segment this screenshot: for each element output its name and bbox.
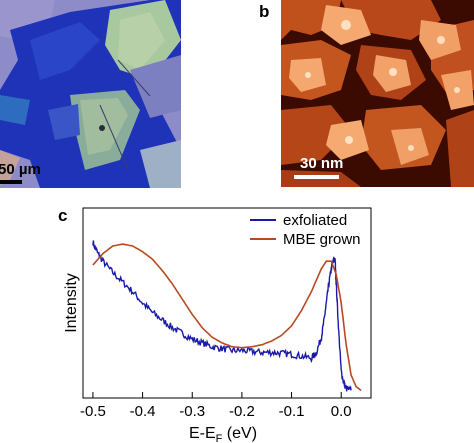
x-tick-label: -0.2 <box>229 403 255 420</box>
legend: exfoliated MBE grown <box>250 212 361 248</box>
scale-bar-a <box>0 180 22 184</box>
stm-islands <box>281 0 474 187</box>
x-axis-label: E-EF (eV) <box>189 425 257 443</box>
scale-bar-label-a: 50 µm <box>0 161 41 178</box>
x-axis-label-main: E-E <box>189 425 216 442</box>
x-tick-label: -0.3 <box>179 403 205 420</box>
series-line-exfoliated <box>92 240 352 392</box>
panel-label-b: b <box>259 2 270 21</box>
spectra-chart: -0.5 -0.4 -0.3 -0.2 -0.1 0.0 exfoliated MBE gr… <box>63 207 372 443</box>
legend-label: MBE grown <box>283 231 361 248</box>
scale-bar-b <box>294 175 339 179</box>
plot-frame <box>82 207 372 399</box>
stm-image <box>281 0 474 187</box>
scale-bar-label-b: 30 nm <box>300 155 344 172</box>
optical-micrograph <box>0 0 181 188</box>
x-tick-label: -0.5 <box>80 403 106 420</box>
x-tick-label: 0.0 <box>331 403 352 420</box>
x-axis-ticks: -0.5 -0.4 -0.3 -0.2 -0.1 0.0 <box>80 392 352 420</box>
series-group <box>92 240 362 392</box>
x-axis-label-subscript: F <box>216 433 223 443</box>
x-tick-label: -0.1 <box>279 403 305 420</box>
panel-label-c: c <box>58 206 68 225</box>
legend-label: exfoliated <box>283 212 347 229</box>
micrograph-flakes <box>0 0 181 188</box>
x-tick-label: -0.4 <box>130 403 156 420</box>
x-axis-label-unit: (eV) <box>222 425 257 442</box>
series-line-mbe-grown <box>92 243 362 392</box>
y-axis-label: Intensity <box>63 273 80 333</box>
